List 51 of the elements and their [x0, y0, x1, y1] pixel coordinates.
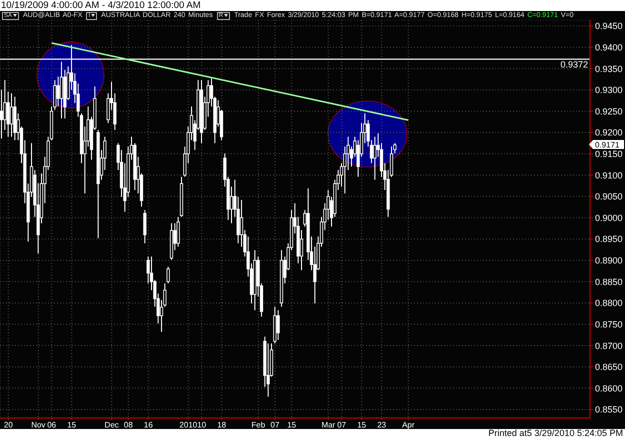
candlestick	[56, 76, 60, 108]
y-tick-label: 0.8800	[595, 298, 623, 308]
y-tick-label: 0.8650	[595, 362, 623, 372]
x-tick-label: Apr	[402, 420, 415, 430]
text: 0.9171	[595, 140, 620, 150]
chart-title: 10/19/2009 4:00:00 AM - 4/3/2010 12:00:00 AM	[0, 0, 625, 11]
x-tick-label: 18	[217, 420, 227, 430]
y-tick-label: 0.8550	[595, 404, 623, 415]
y-tick-label: 0.8750	[595, 319, 623, 330]
x-tick-label: Nov	[31, 420, 46, 430]
x-tick-label: 15	[357, 420, 367, 430]
x-tick-label: 07	[337, 420, 347, 430]
y-tick-label: 0.8950	[595, 234, 623, 244]
candlestick	[0, 89, 4, 139]
y-tick-label: 0.9400	[595, 42, 623, 52]
x-tick-label: 08	[124, 420, 134, 430]
x-tick-label: 20	[4, 420, 14, 430]
candlestick	[300, 230, 304, 271]
y-tick-label: 0.9100	[595, 170, 623, 180]
y-tick-label: 0.9250	[595, 106, 623, 116]
y-tick-label: 0.9000	[595, 212, 623, 223]
candlestick	[143, 210, 146, 244]
ref-line-label: 0.9372	[560, 60, 588, 70]
candlestick	[373, 136, 376, 180]
y-tick-label: 0.9350	[595, 64, 623, 74]
candlestick	[276, 310, 280, 341]
text: Printed at5 3/29/2010 5:24:05 PM	[488, 428, 623, 438]
y-tick-label: 0.9300	[595, 85, 623, 96]
x-tick-label: Dec	[104, 420, 119, 430]
y-tick-label: 0.9150	[595, 149, 623, 159]
y-tick-label: 0.8850	[595, 276, 623, 287]
x-tick-label: 16	[144, 420, 154, 430]
y-tick-label: 0.8600	[595, 383, 623, 394]
y-tick-label: 0.8900	[595, 256, 623, 266]
x-tick-label: 07	[270, 420, 280, 430]
x-tick-label: 06	[47, 420, 57, 430]
y-tick-label: 0.9200	[595, 128, 623, 138]
x-tick-label: 2010	[179, 420, 198, 430]
x-tick-label: 10	[197, 420, 207, 430]
y-tick-label: 0.9450	[595, 21, 623, 32]
x-tick-label: 23	[377, 420, 387, 430]
y-tick-label: 0.9050	[595, 192, 623, 202]
candlestick	[166, 266, 170, 284]
x-tick-label: Mar	[321, 420, 336, 430]
candlestick	[176, 216, 180, 248]
candlestick	[60, 61, 64, 119]
x-tick-label: Feb	[251, 420, 266, 430]
y-tick-label: 0.8700	[595, 340, 623, 351]
x-tick-label: 15	[67, 420, 77, 430]
candlestick	[10, 92, 14, 138]
x-tick-label: 15	[287, 420, 297, 430]
